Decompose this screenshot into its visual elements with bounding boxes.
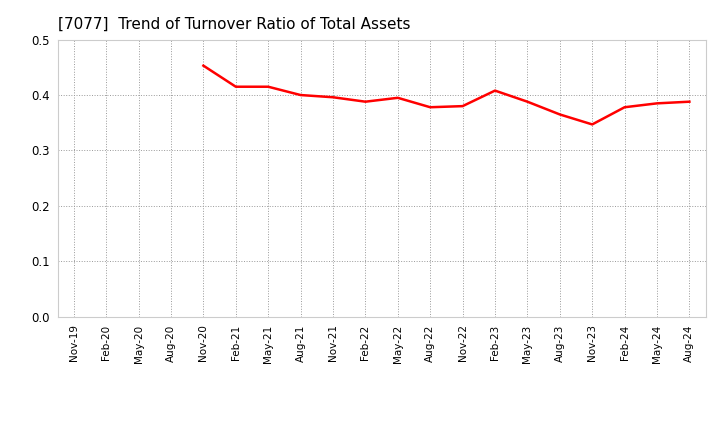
- Text: [7077]  Trend of Turnover Ratio of Total Assets: [7077] Trend of Turnover Ratio of Total …: [58, 16, 410, 32]
